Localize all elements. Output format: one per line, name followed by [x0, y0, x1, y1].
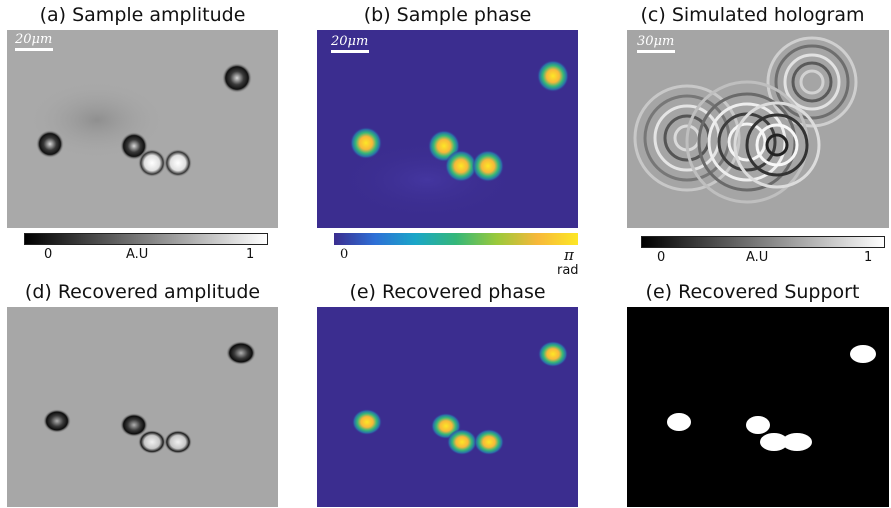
panel-recovered-support: [627, 307, 889, 507]
colorbar-c-min: 0: [657, 250, 666, 265]
recovered-phase-image: [352, 341, 568, 455]
title-sample-amplitude: (a) Sample amplitude: [39, 4, 246, 26]
colorbar-a-min: 0: [44, 247, 53, 262]
panel-recovered-amplitude: [7, 307, 278, 507]
sample-phase-image: [337, 60, 569, 220]
scalebar-b: 20μm: [331, 34, 369, 53]
colorbar-b-max: π: [564, 246, 574, 264]
colorbar-b-min: 0: [340, 247, 349, 262]
colorbar-a-label: A.U: [126, 247, 149, 262]
title-recovered-amplitude: (d) Recovered amplitude: [24, 281, 261, 303]
simulated-hologram-image: [633, 36, 858, 204]
colorbar-amplitude-a: [24, 233, 268, 245]
title-sample-phase: (b) Sample phase: [363, 4, 532, 26]
panel-sample-phase: 20μm: [317, 30, 578, 228]
sample-amplitude-image: [27, 63, 252, 177]
title-recovered-phase: (e) Recovered phase: [349, 281, 546, 303]
scalebar-b-label: 20μm: [331, 34, 369, 49]
panel-sample-amplitude: 20μm: [7, 30, 278, 228]
colorbar-c-max: 1: [864, 250, 873, 265]
colorbar-b-unit: rad: [557, 263, 579, 278]
scalebar-c: 30μm: [637, 34, 675, 53]
scalebar-a: 20μm: [15, 32, 53, 51]
colorbar-phase-b: [334, 233, 578, 245]
colorbar-c-label: A.U: [746, 250, 769, 265]
title-simulated-hologram: (c) Simulated hologram: [640, 4, 865, 26]
colorbar-amplitude-c: [641, 236, 885, 248]
title-recovered-support: (e) Recovered Support: [645, 281, 860, 303]
scalebar-a-label: 20μm: [15, 32, 53, 47]
recovered-support-image: [667, 345, 876, 451]
colorbar-a-max: 1: [246, 247, 255, 262]
panel-recovered-phase: [317, 307, 578, 507]
recovered-amplitude-image: [43, 341, 256, 454]
panel-simulated-hologram: 30μm: [627, 30, 889, 228]
scalebar-c-label: 30μm: [637, 34, 675, 49]
